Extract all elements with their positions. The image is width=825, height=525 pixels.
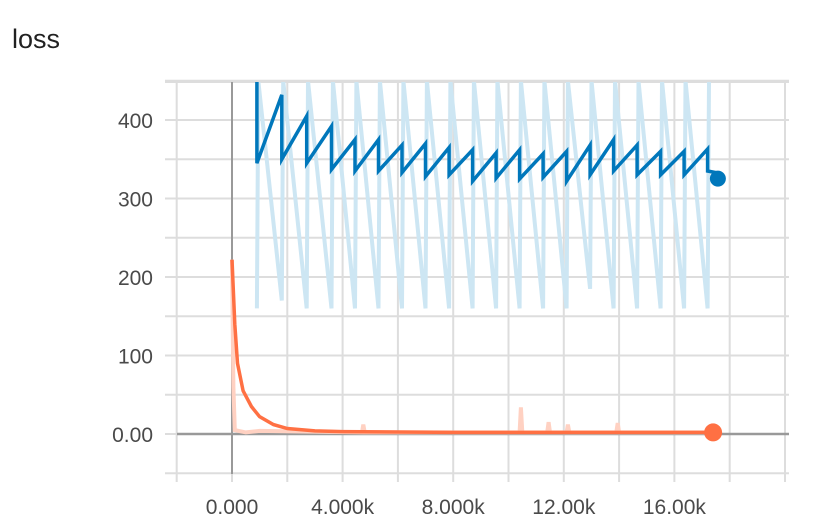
y-tick-label: 400 <box>118 110 153 133</box>
smoothed-blue-line <box>255 82 717 188</box>
orange-last-point-marker[interactable] <box>704 423 723 442</box>
smoothed-orange-line <box>230 259 714 435</box>
y-tick-label: 200 <box>118 267 153 290</box>
x-tick-label: 16.00k <box>643 496 707 519</box>
x-axis-labels: 0.000 4.000k 8.000k 12.00k 16.00k <box>206 496 707 519</box>
blue-last-point-marker[interactable] <box>709 170 726 187</box>
y-tick-label: 100 <box>118 346 153 369</box>
chart-title: loss <box>12 24 61 54</box>
x-tick-label: 4.000k <box>311 496 375 519</box>
raw-blue-line <box>254 82 711 309</box>
y-axis-labels: 0.00 100 200 300 400 <box>112 110 153 447</box>
x-tick-label: 0.000 <box>206 496 259 519</box>
y-tick-label: 0.00 <box>112 424 153 447</box>
y-tick-label: 300 <box>118 189 153 212</box>
series-layer <box>230 82 726 442</box>
x-tick-label: 12.00k <box>532 496 596 519</box>
x-tick-label: 8.000k <box>422 496 486 519</box>
